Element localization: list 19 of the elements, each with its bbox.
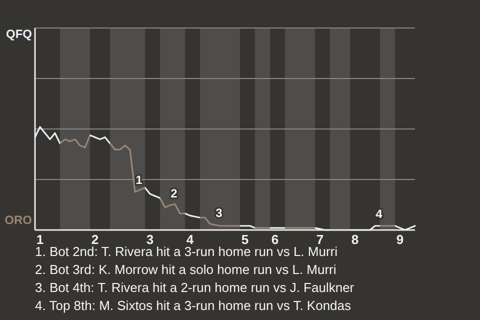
x-tick-label: 8 (351, 232, 359, 247)
text: ORO (4, 213, 32, 227)
x-tick-label: 7 (316, 232, 324, 247)
text: 1. Bot 2nd: T. Rivera hit a 3-run home run vs L. Murri (35, 244, 338, 259)
annotation: 3 (216, 206, 223, 220)
annotation: 4 (376, 207, 383, 222)
x-tick-label: 6 (271, 232, 279, 247)
x-tick-label: 5 (241, 232, 249, 247)
text: 4. Top 8th: M. Sixtos hit a 3-run home run vs T. Kondas (35, 298, 352, 313)
x-tick-label: 2 (91, 232, 99, 247)
text: 3. Bot 4th: T. Rivera hit a 2-run home run vs J. Faulkner (35, 280, 355, 295)
annotation: 2 (170, 186, 178, 200)
x-tick-label: 9 (396, 232, 404, 247)
x-tick-label: 4 (186, 232, 194, 247)
x-tick-label: 3 (146, 232, 154, 247)
text: QFQ (6, 27, 32, 41)
annotation: 1 (136, 173, 143, 188)
text: 2. Bot 3rd: K. Morrow hit a solo home run vs L. Murri (35, 262, 336, 277)
x-tick-label: 1 (36, 232, 44, 247)
